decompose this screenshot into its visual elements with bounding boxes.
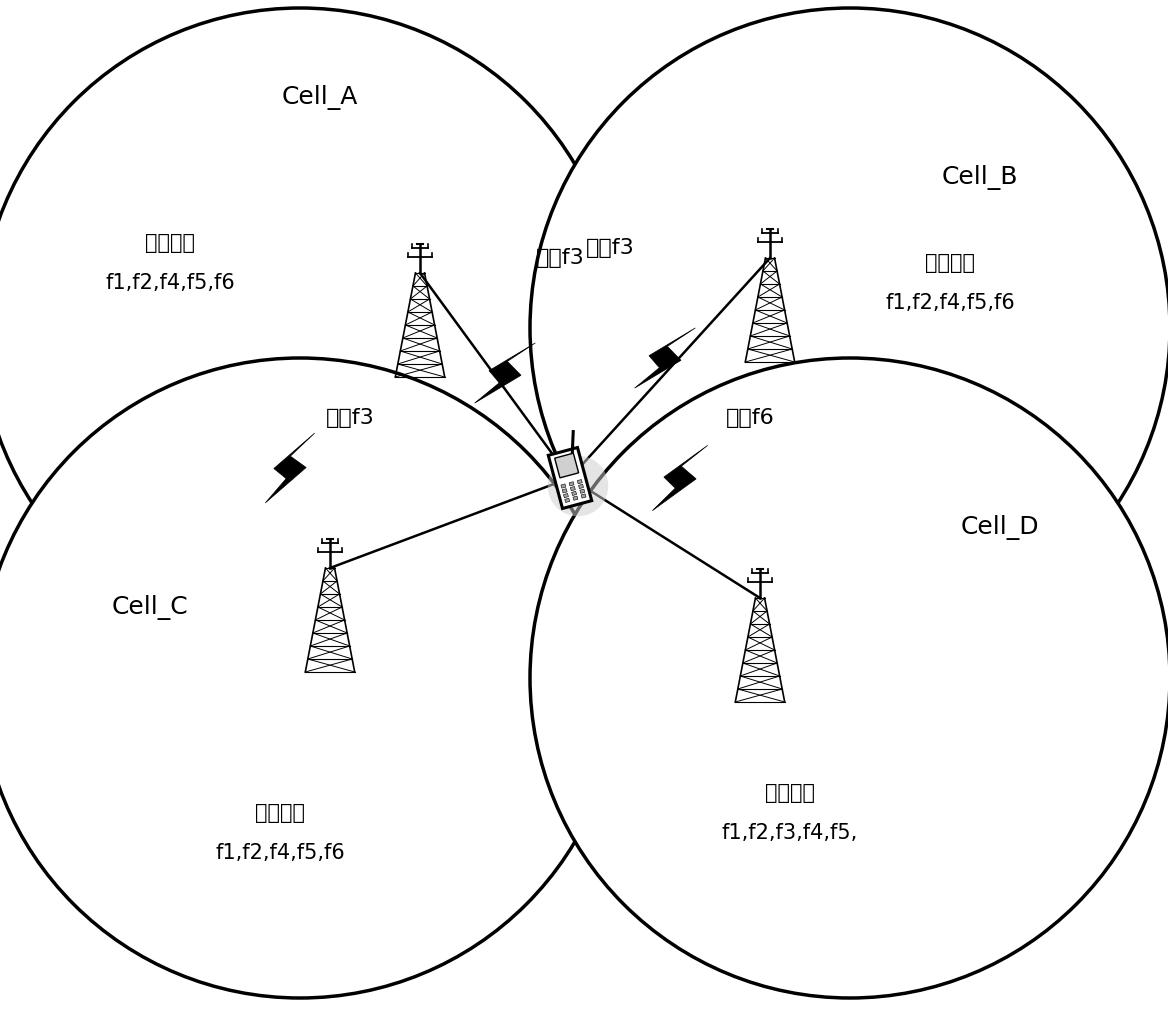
Polygon shape <box>634 328 695 389</box>
Polygon shape <box>563 493 569 498</box>
Polygon shape <box>548 447 592 509</box>
Text: 辅助载频: 辅助载频 <box>765 783 815 803</box>
Text: 辅助载频: 辅助载频 <box>145 233 195 253</box>
Circle shape <box>548 455 609 516</box>
Text: 辅助载频: 辅助载频 <box>255 803 305 823</box>
Text: 导频f3: 导频f3 <box>536 248 584 268</box>
Polygon shape <box>570 486 576 490</box>
Text: 辅助载频: 辅助载频 <box>925 253 975 273</box>
Text: 导频f6: 导频f6 <box>725 408 774 428</box>
Polygon shape <box>569 482 573 486</box>
Polygon shape <box>578 484 584 488</box>
Text: Cell_B: Cell_B <box>941 166 1018 190</box>
Polygon shape <box>573 497 578 501</box>
Text: f1,f2,f3,f4,f5,: f1,f2,f3,f4,f5, <box>722 823 858 843</box>
Polygon shape <box>579 489 585 493</box>
Polygon shape <box>571 491 577 495</box>
Polygon shape <box>653 445 708 511</box>
Text: f1,f2,f4,f5,f6: f1,f2,f4,f5,f6 <box>885 293 1015 313</box>
Text: f1,f2,f4,f5,f6: f1,f2,f4,f5,f6 <box>215 843 345 862</box>
Circle shape <box>0 8 620 648</box>
Text: f1,f2,f4,f5,f6: f1,f2,f4,f5,f6 <box>105 273 235 293</box>
Polygon shape <box>565 499 570 503</box>
Circle shape <box>530 8 1168 648</box>
Polygon shape <box>265 433 314 503</box>
Polygon shape <box>561 484 565 488</box>
Polygon shape <box>577 479 582 484</box>
Text: Cell_D: Cell_D <box>961 515 1040 541</box>
Text: 导频f3: 导频f3 <box>326 408 375 428</box>
Text: Cell_A: Cell_A <box>281 85 359 110</box>
Polygon shape <box>582 493 586 499</box>
Circle shape <box>530 358 1168 998</box>
Text: Cell_C: Cell_C <box>112 595 188 621</box>
Polygon shape <box>562 488 568 493</box>
Text: 导频f3: 导频f3 <box>585 238 634 258</box>
Polygon shape <box>474 343 535 403</box>
Circle shape <box>0 358 620 998</box>
Polygon shape <box>555 453 578 478</box>
